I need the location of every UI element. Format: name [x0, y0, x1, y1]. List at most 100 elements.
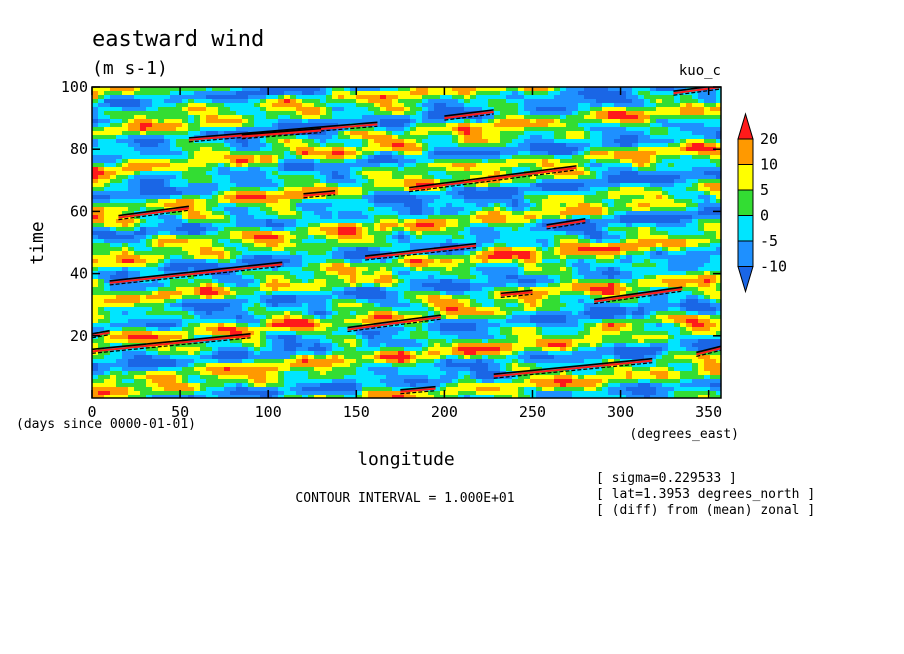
heatmap-cell	[356, 179, 363, 184]
heatmap-cell	[716, 203, 721, 208]
heatmap-cell	[92, 143, 99, 148]
heatmap-cell	[254, 275, 261, 280]
heatmap-cell	[542, 183, 549, 188]
heatmap-cell	[644, 175, 651, 180]
heatmap-cell	[392, 203, 399, 208]
heatmap-cell	[344, 163, 351, 168]
heatmap-cell	[614, 187, 621, 192]
heatmap-cell	[254, 171, 261, 176]
heatmap-cell	[620, 235, 627, 240]
heatmap-cell	[248, 155, 255, 160]
heatmap-cell	[278, 239, 285, 244]
heatmap-cell	[212, 107, 219, 112]
heatmap-cell	[686, 147, 693, 152]
heatmap-cell	[482, 171, 489, 176]
heatmap-cell	[590, 163, 597, 168]
heatmap-cell	[668, 179, 675, 184]
heatmap-cell	[560, 123, 567, 128]
heatmap-cell	[482, 255, 489, 260]
heatmap-cell	[140, 183, 147, 188]
heatmap-cell	[428, 199, 435, 204]
heatmap-cell	[662, 187, 669, 192]
heatmap-cell	[350, 171, 357, 176]
heatmap-cell	[176, 167, 183, 172]
heatmap-cell	[356, 235, 363, 240]
heatmap-cell	[536, 143, 543, 148]
heatmap-cell	[140, 223, 147, 228]
heatmap-cell	[614, 183, 621, 188]
heatmap-cell	[350, 239, 357, 244]
heatmap-cell	[668, 123, 675, 128]
heatmap-cell	[146, 179, 153, 184]
heatmap-cell	[212, 131, 219, 136]
heatmap-cell	[626, 259, 633, 264]
heatmap-cell	[170, 131, 177, 136]
heatmap-cell	[476, 271, 483, 276]
heatmap-cell	[110, 135, 117, 140]
heatmap-cell	[506, 223, 513, 228]
heatmap-cell	[164, 191, 171, 196]
heatmap-cell	[428, 243, 435, 248]
heatmap-cell	[338, 215, 345, 220]
heatmap-cell	[620, 159, 627, 164]
heatmap-cell	[140, 175, 147, 180]
heatmap-cell	[362, 195, 369, 200]
heatmap-cell	[596, 203, 603, 208]
heatmap-cell	[710, 123, 717, 128]
heatmap-cell	[620, 167, 627, 172]
heatmap-cell	[290, 111, 297, 116]
heatmap-cell	[578, 203, 585, 208]
heatmap-cell	[152, 203, 159, 208]
heatmap-cell	[404, 159, 411, 164]
heatmap-cell	[596, 159, 603, 164]
heatmap-cell	[572, 267, 579, 272]
heatmap-cell	[488, 267, 495, 272]
heatmap-cell	[194, 159, 201, 164]
heatmap-cell	[656, 143, 663, 148]
heatmap-cell	[440, 143, 447, 148]
heatmap-cell	[230, 223, 237, 228]
heatmap-cell	[314, 219, 321, 224]
heatmap-cell	[440, 243, 447, 248]
heatmap-cell	[230, 151, 237, 156]
heatmap-cell	[332, 251, 339, 256]
heatmap-cell	[386, 275, 393, 280]
heatmap-cell	[422, 243, 429, 248]
heatmap-cell	[518, 239, 525, 244]
heatmap-cell	[668, 91, 675, 96]
heatmap-cell	[710, 247, 717, 252]
heatmap-cell	[338, 203, 345, 208]
heatmap-cell	[236, 107, 243, 112]
heatmap-cell	[338, 159, 345, 164]
heatmap-cell	[608, 203, 615, 208]
heatmap-cell	[116, 263, 123, 268]
heatmap-cell	[362, 247, 369, 252]
heatmap-cell	[698, 219, 705, 224]
heatmap-cell	[110, 211, 117, 216]
heatmap-cell	[470, 263, 477, 268]
heatmap-cell	[422, 131, 429, 136]
heatmap-cell	[302, 155, 309, 160]
heatmap-cell	[266, 251, 273, 256]
heatmap-cell	[476, 139, 483, 144]
heatmap-cell	[692, 119, 699, 124]
heatmap-cell	[320, 87, 327, 92]
heatmap-cell	[674, 151, 681, 156]
heatmap-cell	[512, 147, 519, 152]
heatmap-cell	[566, 215, 573, 220]
heatmap-cell	[698, 95, 705, 100]
heatmap-cell	[404, 219, 411, 224]
heatmap-cell	[680, 91, 687, 96]
heatmap-cell	[350, 135, 357, 140]
heatmap-cell	[410, 231, 417, 236]
heatmap-cell	[614, 131, 621, 136]
heatmap-cell	[170, 159, 177, 164]
heatmap-cell	[608, 195, 615, 200]
heatmap-cell	[182, 191, 189, 196]
heatmap-cell	[218, 235, 225, 240]
heatmap-cell	[542, 187, 549, 192]
heatmap-cell	[530, 175, 537, 180]
heatmap-cell	[530, 143, 537, 148]
heatmap-cell	[506, 207, 513, 212]
heatmap-cell	[512, 87, 519, 92]
